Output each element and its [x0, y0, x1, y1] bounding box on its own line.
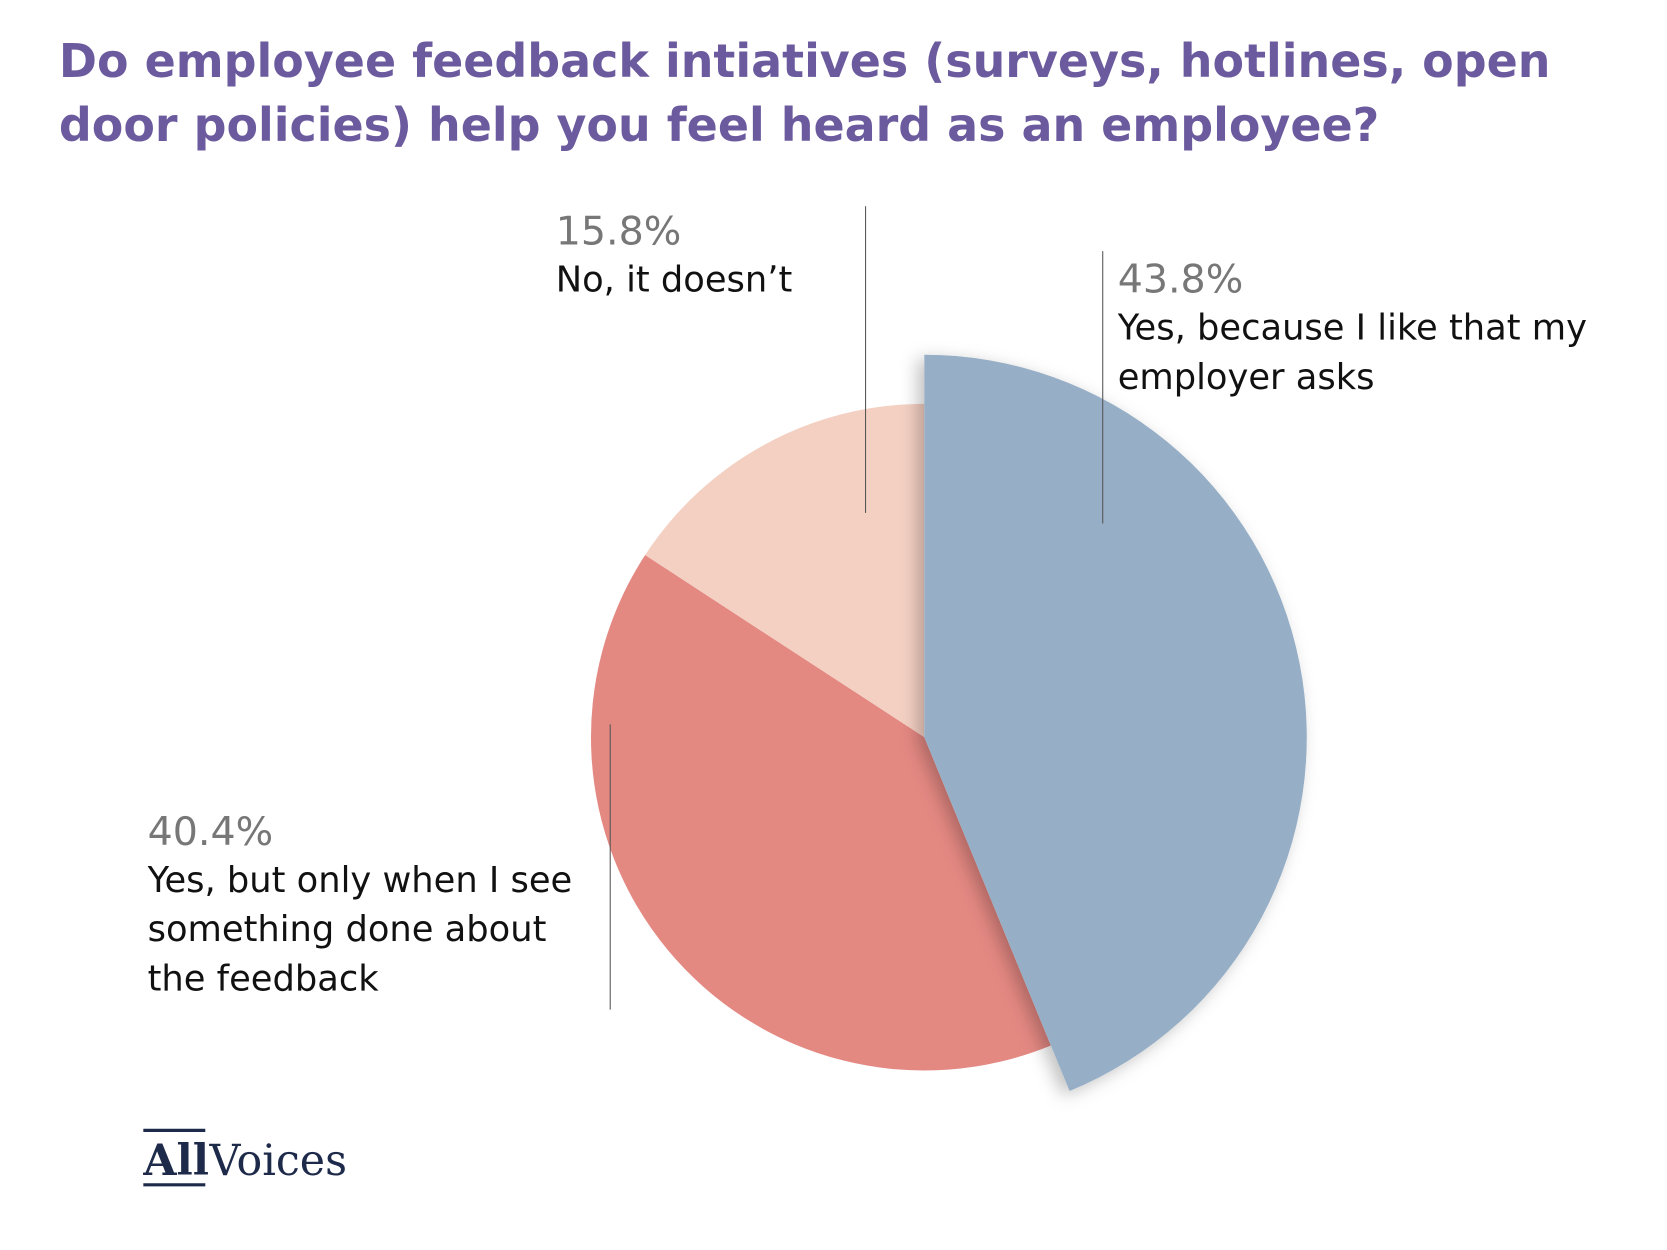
pie-slice [645, 403, 925, 738]
logo-part: All [142, 1136, 209, 1186]
logo: All Voices [142, 1128, 347, 1187]
category-label: Yes, because I like that my employer ask… [1117, 306, 1587, 398]
title-box: Do employee feedback intiatives (surveys… [58, 35, 1551, 153]
logo-part: Voices [209, 1136, 347, 1186]
label-box: 40.4%Yes, but only when I see something … [147, 808, 573, 999]
label-box: 15.8%No, it doesn’t [555, 208, 793, 301]
label-box: 43.8%Yes, because I like that my employe… [1117, 256, 1587, 398]
value-label: 15.8% [555, 208, 682, 255]
pie [590, 354, 1307, 1092]
pie-slice [924, 354, 1307, 1092]
category-label: Yes, but only when I see something done … [147, 858, 573, 999]
value-label: 43.8% [1117, 256, 1244, 303]
pie-slice [590, 555, 1051, 1071]
category-label: No, it doesn’t [555, 258, 793, 301]
labels: 43.8%Yes, because I like that my employe… [147, 206, 1587, 1010]
chart-title: Do employee feedback intiatives (surveys… [58, 35, 1551, 153]
value-label: 40.4% [147, 808, 274, 855]
